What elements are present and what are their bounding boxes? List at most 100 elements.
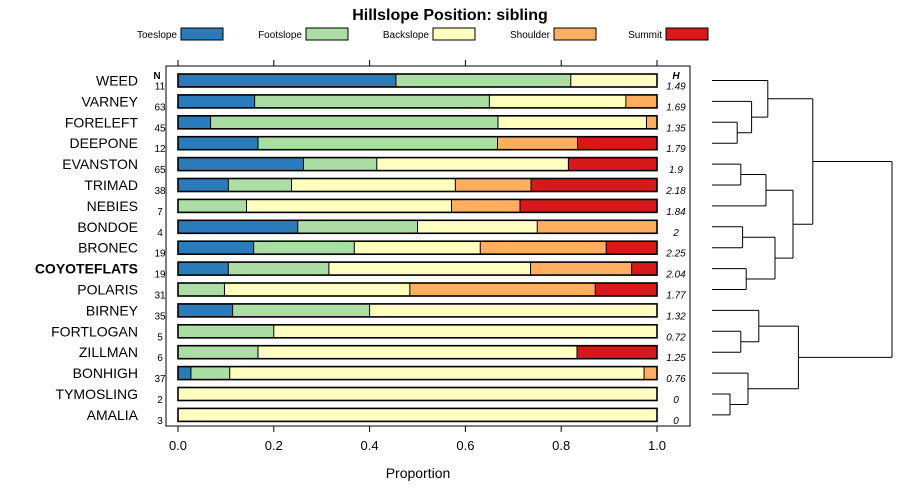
bar-segment-bronec-backslope [354, 241, 481, 255]
bar-outline-tymosling [177, 386, 658, 402]
legend-swatch-toeslope [180, 27, 224, 41]
top-axis-ticks [177, 60, 658, 66]
row-bronec: BRONEC 19 2.25 [78, 240, 686, 260]
row-label-deepone: DEEPONE [70, 135, 138, 151]
row-label-amalia: AMALIA [87, 407, 139, 423]
bar-outline-nebies [177, 198, 658, 214]
bar-segment-coyoteflats-toeslope [178, 262, 229, 276]
bar-segment-trimad-backslope [291, 178, 456, 192]
row-fortlogan: FORTLOGAN 5 0.72 [51, 323, 686, 343]
bar-outline-amalia [177, 407, 658, 423]
bar-segment-coyoteflats-backslope [328, 262, 531, 276]
h-value-bronec: 2.25 [665, 249, 686, 260]
bar-segment-bondoe-backslope [417, 220, 538, 234]
bar-segment-foreleft-shoulder [646, 115, 657, 129]
bar-segment-weed-toeslope [178, 74, 396, 87]
bar-outline-zillman [177, 344, 658, 360]
row-bonhigh: BONHIGH 37 0.76 [73, 365, 687, 385]
bar-segment-weed-backslope [570, 74, 657, 87]
bar-outline-trimad [177, 177, 658, 193]
row-label-bondoe: BONDOE [77, 219, 138, 235]
bar-outline-evanston [177, 156, 658, 172]
row-label-bronec: BRONEC [78, 240, 138, 256]
bar-segment-nebies-summit [520, 199, 657, 213]
bar-segment-bronec-footslope [253, 241, 355, 255]
bar-segment-amalia-backslope [178, 408, 657, 422]
h-value-evanston: 1.9 [669, 165, 683, 176]
bar-segment-trimad-shoulder [455, 178, 532, 192]
n-value-nebies: 7 [157, 207, 163, 218]
h-value-nebies: 1.84 [666, 207, 686, 218]
n-value-birney: 35 [154, 311, 166, 322]
bar-segment-bondoe-toeslope [178, 220, 298, 234]
x-tick-label-0.6: 0.6 [456, 438, 474, 453]
bar-segment-deepone-summit [577, 136, 657, 150]
h-value-bonhigh: 0.76 [666, 374, 686, 385]
h-value-varney: 1.69 [666, 102, 686, 113]
n-value-tymosling: 2 [157, 395, 163, 406]
h-value-coyoteflats: 2.04 [665, 270, 686, 281]
bar-segment-evanston-summit [568, 157, 657, 171]
n-value-weed: 11 [155, 82, 166, 93]
legend-swatch-summit [665, 27, 709, 41]
row-weed: WEED 11 1.49 [96, 73, 686, 93]
n-value-fortlogan: 5 [157, 332, 163, 343]
bar-outline-coyoteflats [177, 261, 658, 276]
bar-outline-bonhigh [177, 365, 658, 381]
n-value-varney: 63 [154, 102, 166, 113]
bar-outline-deepone [177, 135, 658, 151]
x-tick-label-0.2: 0.2 [265, 438, 283, 453]
legend: Toeslope Footslope Backslope Shoulder Summit [137, 27, 709, 41]
bar-segment-trimad-footslope [228, 178, 292, 192]
bar-segment-birney-backslope [369, 303, 657, 317]
bar-outline-fortlogan [177, 323, 658, 339]
bar-segment-evanston-backslope [376, 157, 569, 171]
row-varney: VARNEY 63 1.69 [81, 93, 686, 113]
bar-segment-bonhigh-toeslope [178, 366, 191, 380]
h-value-weed: 1.49 [666, 82, 686, 93]
bar-segment-zillman-footslope [178, 345, 258, 359]
row-nebies: NEBIES 7 1.84 [87, 198, 687, 218]
bar-segment-bronec-summit [606, 241, 657, 255]
n-column-header: N [153, 71, 160, 82]
bar-segment-weed-footslope [395, 74, 571, 87]
bar-segment-birney-footslope [232, 303, 370, 317]
row-trimad: TRIMAD 38 2.18 [84, 177, 686, 197]
row-label-foreleft: FORELEFT [65, 114, 139, 130]
h-value-tymosling: 0 [673, 395, 679, 406]
bar-segment-foreleft-backslope [497, 115, 647, 129]
bar-segment-deepone-footslope [257, 136, 498, 150]
bar-segment-varney-footslope [254, 94, 490, 108]
bar-segment-bonhigh-shoulder [644, 366, 657, 380]
h-value-amalia: 0 [673, 416, 679, 427]
x-tick-label-0.0: 0.0 [169, 438, 187, 453]
legend-label-backslope: Backslope [383, 30, 430, 41]
legend-swatch-backslope [432, 27, 476, 41]
n-value-trimad: 38 [154, 186, 166, 197]
row-label-zillman: ZILLMAN [79, 344, 138, 360]
row-tymosling: TYMOSLING 2 0 [56, 386, 680, 406]
n-value-bonhigh: 37 [154, 374, 166, 385]
n-value-foreleft: 45 [154, 123, 166, 134]
x-tick-label-0.4: 0.4 [361, 438, 379, 453]
dendrogram [712, 80, 893, 416]
bar-segment-deepone-toeslope [178, 136, 258, 150]
x-axis: 0.0 0.2 0.4 0.6 0.8 1.0 [169, 426, 666, 453]
h-value-birney: 1.32 [666, 311, 686, 322]
bar-outline-varney [177, 94, 658, 109]
chart-title: Hillslope Position: sibling [352, 7, 548, 24]
row-coyoteflats: COYOTEFLATS 19 2.04 [35, 261, 686, 281]
n-value-zillman: 6 [157, 353, 163, 364]
row-label-polaris: POLARIS [77, 282, 138, 298]
row-label-birney: BIRNEY [86, 302, 139, 318]
h-value-deepone: 1.79 [666, 144, 686, 155]
h-column-header: H [672, 71, 680, 82]
bar-segment-bondoe-footslope [297, 220, 418, 234]
row-amalia: AMALIA 3 0 [87, 407, 680, 427]
row-foreleft: FORELEFT 45 1.35 [65, 114, 686, 134]
row-bondoe: BONDOE 4 2 [77, 219, 679, 239]
bar-segment-varney-backslope [489, 94, 626, 108]
row-zillman: ZILLMAN 6 1.25 [79, 344, 686, 364]
bar-segment-coyoteflats-footslope [228, 262, 329, 276]
